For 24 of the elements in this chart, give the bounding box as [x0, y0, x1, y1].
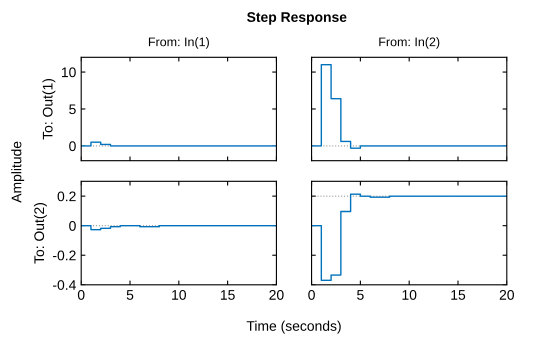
y-tick-label: 5: [69, 104, 76, 114]
x-tick-label: 15: [220, 290, 235, 300]
text: Step Response: [247, 12, 346, 25]
y-tick-label: -0.2: [53, 250, 76, 260]
text: Time (seconds): [246, 320, 341, 334]
chart-title: From: In(2): [379, 37, 440, 49]
x-tick-label: 0: [78, 290, 85, 300]
text: Amplitude: [11, 142, 24, 203]
x-tick-label: 0: [308, 290, 315, 300]
x-tick-label: 5: [357, 290, 364, 300]
y-tick-label: -0.4: [53, 280, 76, 290]
y-axis-title: To: Out(1): [42, 78, 56, 140]
x-tick-label: 10: [172, 290, 186, 300]
y-axis-title: To: Out(2): [34, 203, 47, 264]
x-tick-label: 20: [500, 290, 514, 300]
chart-title: From: In(1): [148, 37, 209, 49]
y-tick-label: 0.2: [58, 191, 76, 202]
y-tick-label: 10: [62, 67, 76, 78]
y-tick-label: 0: [69, 141, 76, 152]
x-tick-label: 5: [126, 290, 134, 300]
x-tick-label: 10: [402, 290, 416, 300]
y-tick-label: 0: [69, 221, 76, 231]
x-tick-label: 15: [451, 290, 466, 300]
x-tick-label: 20: [269, 290, 284, 300]
